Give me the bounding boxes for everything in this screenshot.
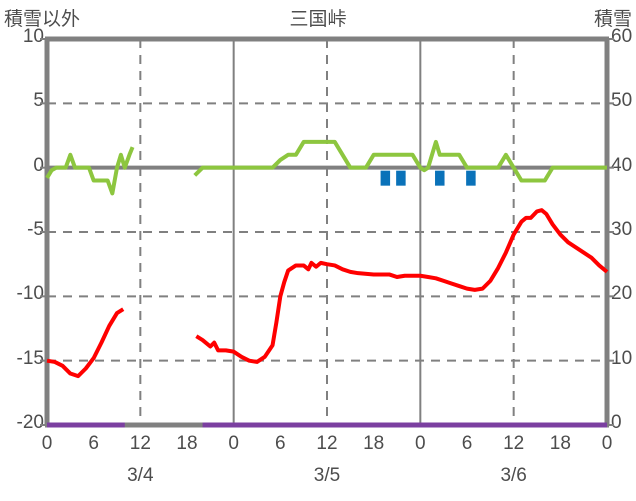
y-axis-right-tick-label: 10 [611,347,633,369]
x-axis-day-label: 3/4 [127,465,154,486]
y-axis-left-tick-label: -5 [27,219,44,240]
precipitation-bar [435,170,445,186]
y-axis-left-tick-label: 5 [33,90,44,112]
x-axis-tick-label: 18 [549,433,571,454]
x-axis-tick-label: 6 [461,433,473,454]
x-axis-tick-label: 12 [503,433,525,454]
y-axis-right-tick-label: 20 [611,283,633,305]
x-axis-tick-label: 0 [601,433,613,454]
x-axis-tick-label: 6 [275,433,286,454]
precipitation-bar [466,170,476,186]
x-axis-tick-label: 18 [363,433,385,454]
y-axis-left-ticks: 10 5 0 -5 -10 -15 -20 [0,0,44,501]
y-axis-right-ticks: 60 50 40 30 20 10 0 [611,0,636,501]
y-axis-left-tick-label: 0 [33,154,44,176]
series-line-red-line [46,307,125,379]
y-axis-right-tick-label: 50 [611,90,633,112]
x-axis-tick-label: 0 [415,433,426,454]
x-axis-tick-label: 0 [228,433,239,454]
x-axis-tick-label: 12 [316,433,338,454]
y-axis-right-tick-label: 60 [611,26,633,47]
y-axis-right-tick-label: 30 [611,219,633,240]
y-axis-left-tick-label: -15 [16,347,44,369]
left-axis-label: 積雪以外 [4,9,81,30]
chart-title: 三国峠 [289,9,347,30]
x-axis-tick-label: 0 [41,433,53,454]
precipitation-bar [380,170,391,186]
x-axis-tick-label: 6 [88,433,99,454]
y-axis-left-tick-label: -20 [16,412,44,433]
x-axis-day-label: 3/6 [500,465,527,486]
y-axis-left-tick-label: -10 [16,283,44,305]
y-axis-right-tick-label: 0 [611,412,622,433]
x-axis-day-label: 3/5 [313,465,341,486]
y-axis-left-tick-label: 10 [22,26,44,47]
series-line-green-line [45,146,135,196]
precipitation-bar [396,170,406,186]
x-axis-tick-label: 18 [176,433,198,454]
series-line-green-line-segment-2 [193,139,607,183]
right-axis-label: 積雪 [593,9,632,30]
y-axis-right-tick-label: 40 [611,154,633,176]
x-axis-tick-label: 12 [129,433,151,454]
series-line-red-line-segment-2 [195,208,609,364]
